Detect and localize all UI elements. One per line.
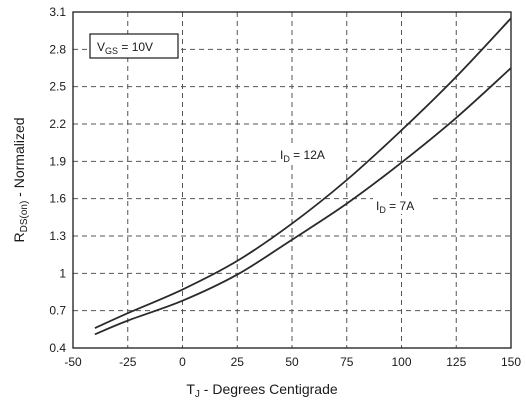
condition-label: VGS = 10V xyxy=(97,40,153,56)
condition-rest: = 10V xyxy=(118,40,153,54)
series-layer xyxy=(94,17,512,336)
y-tick-label: 2.2 xyxy=(49,117,66,131)
y-axis-title-sub: DS(on) xyxy=(19,201,30,233)
x-axis-title-main: T xyxy=(186,381,195,397)
y-tick-label: 1.3 xyxy=(49,229,66,243)
condition-sub: GS xyxy=(105,46,118,56)
series-label-12a: ID = 12A xyxy=(276,145,346,164)
series-label-7a-sub: D xyxy=(379,205,386,215)
series-line-12a xyxy=(94,17,512,329)
y-axis-title-rest: - Normalized xyxy=(11,117,27,200)
condition-box xyxy=(89,33,179,59)
x-axis-title-rest: - Degrees Centigrade xyxy=(200,381,338,397)
y-tick-label: 2.8 xyxy=(49,42,66,56)
series-label-7a-rest: = 7A xyxy=(386,199,414,213)
y-tick-label: 0.4 xyxy=(49,341,66,355)
grid xyxy=(73,12,511,348)
y-tick-labels: 0.4 0.7 1 1.3 1.6 1.9 2.2 2.5 2.8 3.1 xyxy=(49,5,66,355)
series-label-7a-main: I xyxy=(376,199,379,213)
condition-main: V xyxy=(97,40,105,54)
x-tick-label: 75 xyxy=(340,355,354,369)
y-tick-label: 1.9 xyxy=(49,154,66,168)
x-tick-label: 25 xyxy=(231,355,245,369)
series-label-12a-rest: = 12A xyxy=(290,148,325,162)
series-label-12a-main: I xyxy=(280,148,283,162)
x-tick-label: 0 xyxy=(179,355,186,369)
series-label-7a-text: ID = 7A xyxy=(376,199,414,215)
series-label-12a-text: ID = 12A xyxy=(280,148,325,164)
x-tick-label: 100 xyxy=(391,355,411,369)
series-label-7a-bg xyxy=(373,196,433,214)
x-axis-title-sub: J xyxy=(195,389,200,400)
y-tick-label: 1 xyxy=(59,266,66,280)
y-axis-title: RDS(on) - Normalized xyxy=(11,117,30,242)
x-tick-label: -25 xyxy=(119,355,137,369)
y-tick-label: 1.6 xyxy=(49,192,66,206)
plot-frame xyxy=(72,11,512,349)
series-line-7a xyxy=(94,67,512,336)
x-tick-label: -50 xyxy=(64,355,82,369)
y-tick-label: 0.7 xyxy=(49,304,66,318)
series-label-7a: ID = 7A xyxy=(373,196,433,215)
x-tick-label: 150 xyxy=(501,355,521,369)
y-tick-label: 2.5 xyxy=(49,80,66,94)
x-axis-title: TJ - Degrees Centigrade xyxy=(186,381,338,400)
x-tick-label: 50 xyxy=(285,355,299,369)
x-tick-label: 125 xyxy=(446,355,466,369)
series-label-12a-bg xyxy=(276,145,346,163)
series-label-12a-sub: D xyxy=(283,154,290,164)
x-tick-labels: -50 -25 0 25 50 75 100 125 150 xyxy=(64,355,521,369)
y-tick-label: 3.1 xyxy=(49,5,66,19)
y-axis-title-main: R xyxy=(11,232,27,242)
